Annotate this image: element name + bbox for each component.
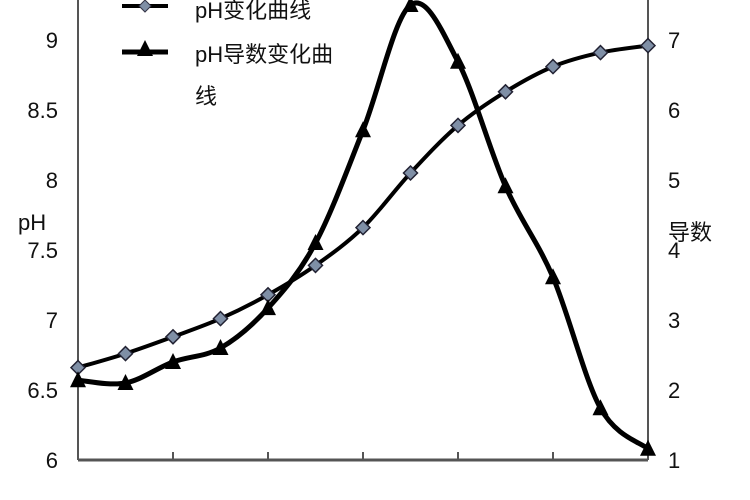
data-point-ph [307, 257, 324, 274]
data-point-derivative [497, 177, 514, 194]
y-tick-label: 6 [46, 448, 58, 473]
series-line-ph [77, 43, 649, 370]
axes: 6 6.5 7 7.5 8 8.5 9 1 2 3 4 5 6 7 [27, 0, 680, 473]
legend-label-derivative-line1: pH导数变化曲 [195, 42, 333, 67]
y2-tick-label: 3 [668, 308, 680, 333]
y-tick-label: 8.5 [27, 98, 58, 123]
data-point-ph [544, 58, 562, 75]
y2-tick-label: 4 [668, 238, 680, 263]
series-layer [69, 0, 657, 456]
legend-diamond-icon [138, 0, 152, 13]
legend: pH变化曲线 pH导数变化曲 线 [122, 0, 339, 109]
data-point-ph [117, 345, 134, 362]
y2-tick-label: 7 [668, 28, 680, 53]
data-point-ph [449, 117, 467, 134]
y-tick-label: 9 [46, 28, 58, 53]
data-point-derivative [592, 399, 609, 416]
data-point-ph [497, 83, 514, 100]
y-tick-label: 7 [46, 308, 58, 333]
y-tick-label: 6.5 [27, 378, 58, 403]
data-point-derivative [212, 339, 229, 355]
y-axis-label: pH [18, 210, 46, 235]
data-point-derivative [70, 371, 86, 388]
data-point-ph [639, 37, 657, 54]
data-point-derivative [640, 439, 656, 456]
data-point-derivative [402, 0, 419, 12]
data-point-derivative [260, 299, 276, 316]
legend-triangle-icon [137, 40, 153, 56]
y2-tick-label: 5 [668, 168, 680, 193]
data-point-derivative [117, 374, 134, 390]
y2-tick-label: 1 [668, 448, 680, 473]
legend-label-ph: pH变化曲线 [195, 0, 311, 23]
y2-axis-label: 导数 [668, 220, 712, 245]
y2-tick-label: 6 [668, 98, 680, 123]
legend-label-derivative-line2: 线 [195, 84, 217, 109]
data-point-ph [354, 219, 372, 236]
data-point-ph [164, 328, 182, 345]
data-point-derivative [545, 268, 561, 285]
legend-label-derivative: pH导数变化曲 线 [195, 42, 339, 109]
data-point-derivative [355, 121, 371, 138]
data-point-ph [402, 164, 419, 182]
y-tick-label: 7.5 [27, 238, 58, 263]
data-point-derivative [165, 353, 181, 369]
y-tick-label: 8 [46, 168, 58, 193]
data-point-derivative [307, 234, 324, 250]
data-point-ph [212, 310, 229, 327]
data-point-ph [592, 44, 609, 61]
y2-tick-label: 2 [668, 378, 680, 403]
data-point-derivative [450, 52, 466, 69]
